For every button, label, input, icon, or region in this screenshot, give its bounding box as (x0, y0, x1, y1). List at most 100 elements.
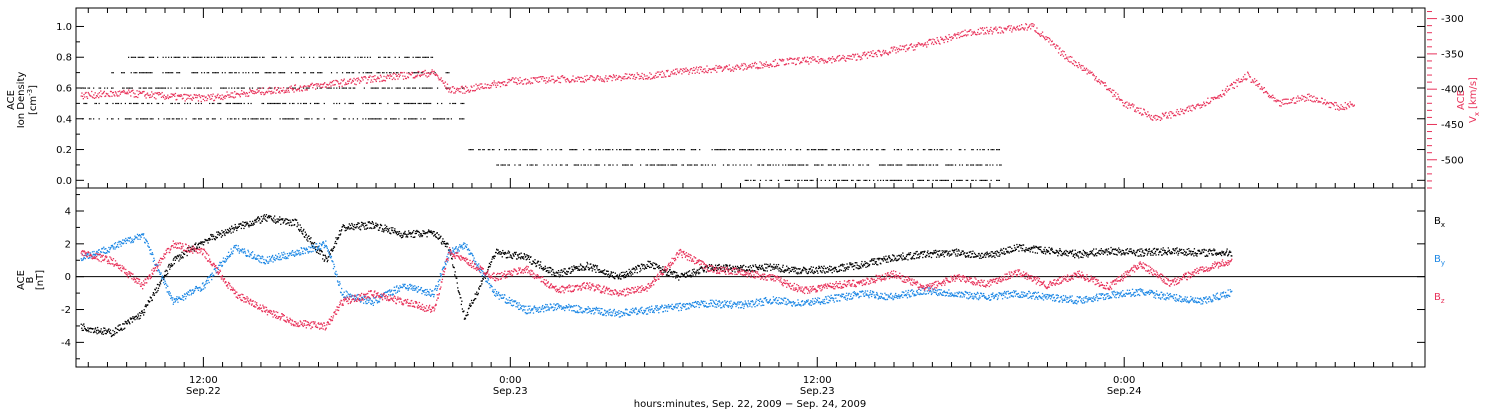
density-dot (942, 179, 944, 182)
b-point-Bx (833, 270, 835, 272)
density-dot (868, 179, 871, 182)
b-point-Bx (276, 218, 278, 220)
vx-point (847, 57, 850, 60)
b-point-Bx (901, 259, 903, 261)
vx-point (1079, 65, 1081, 67)
vx-point (1221, 89, 1224, 92)
b-point-Bx (620, 271, 623, 274)
b-point-Bx (916, 250, 918, 253)
vx-point (125, 93, 128, 95)
vx-point (566, 78, 568, 80)
vx-point (711, 68, 714, 70)
vx-point (462, 92, 464, 94)
density-dot (358, 72, 360, 74)
vx-point (132, 92, 135, 94)
b-point-Bx (97, 332, 100, 334)
b-point-Bx (221, 234, 224, 237)
b-point-Bx (906, 253, 909, 256)
b-point-Bx (501, 251, 503, 254)
density-dot (319, 87, 321, 89)
b-point-Bx (405, 234, 408, 236)
density-dot (126, 87, 128, 89)
vx-point (1103, 82, 1105, 84)
vx-point (261, 91, 263, 93)
vx-point (951, 37, 954, 40)
b-point-Bx (407, 233, 409, 235)
vx-point (635, 76, 637, 79)
b-point-Bx (922, 256, 924, 259)
b-point-Bx (1038, 246, 1040, 248)
vx-point (1318, 101, 1321, 103)
b-point-Bx (173, 257, 175, 260)
density-dot (547, 164, 549, 166)
vx-point (845, 57, 848, 59)
b-point-Bx (102, 333, 104, 336)
b-point-Bx (232, 227, 234, 230)
b-point-Bx (208, 239, 210, 241)
b-point-Bx (201, 243, 203, 245)
density-dot (758, 164, 760, 166)
b-point-Bx (214, 239, 216, 241)
density-dot (616, 149, 618, 151)
vx-point (796, 58, 798, 61)
vx-point (850, 55, 852, 57)
density-dot (957, 179, 959, 182)
b-point-Bx (605, 273, 607, 275)
vx-point (616, 78, 618, 80)
density-dot (225, 102, 227, 105)
density-dot (416, 56, 418, 58)
density-dot (978, 164, 980, 166)
vx-point (183, 93, 185, 96)
b-point-Bx (233, 227, 235, 229)
vx-point (838, 54, 841, 57)
vx-point (830, 57, 832, 60)
density-dot (148, 72, 150, 74)
b-point-Bx (432, 230, 434, 233)
vx-point (271, 92, 274, 94)
vx-point (722, 69, 724, 71)
density-dot (877, 179, 879, 182)
density-dot (370, 72, 373, 74)
vx-point (963, 34, 966, 36)
vx-point (1324, 99, 1326, 101)
density-dot (378, 118, 381, 120)
vx-point (906, 48, 908, 50)
density-dot (693, 149, 695, 151)
density-dot (265, 118, 267, 120)
b-point-Bx (934, 252, 936, 254)
b-point-Bx (650, 266, 652, 268)
density-dot (928, 179, 930, 182)
vx-point (553, 82, 555, 84)
b-point-Bx (713, 269, 715, 271)
density-dot (735, 164, 737, 166)
density-dot (267, 102, 269, 105)
b-point-Bx (745, 265, 747, 268)
b-point-Bx (888, 256, 891, 259)
vx-point (692, 69, 694, 72)
density-dot (907, 164, 910, 166)
density-dot (348, 87, 350, 89)
b-point-Bx (549, 271, 551, 274)
b-point-Bx (104, 332, 106, 335)
vx-point (907, 49, 909, 51)
density-dot (670, 164, 672, 166)
density-dot (285, 102, 287, 105)
b-point-Bx (248, 224, 251, 226)
density-dot (594, 164, 596, 166)
vx-point (348, 80, 350, 82)
b-point-Bx (168, 264, 170, 266)
vx-point (281, 90, 283, 92)
density-dot (679, 149, 681, 151)
b-point-Bx (308, 235, 310, 237)
density-dot (777, 179, 780, 182)
vx-point (868, 51, 870, 54)
b-point-Bx (147, 300, 149, 302)
density-dot (946, 179, 948, 182)
b-point-Bx (1033, 245, 1035, 247)
density-dot (743, 164, 745, 166)
vx-point (774, 59, 777, 61)
vx-point (1029, 24, 1031, 26)
b-point-Bx (212, 234, 214, 236)
b-point-Bx (1039, 246, 1041, 248)
vx-point (344, 82, 347, 84)
